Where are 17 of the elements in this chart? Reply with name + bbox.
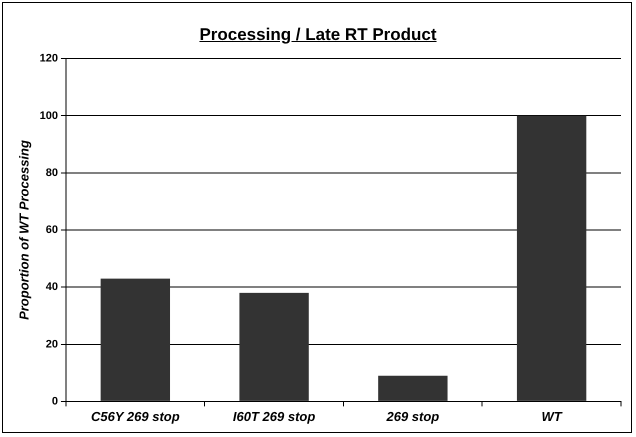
bar <box>516 116 586 401</box>
y-tick-label: 80 <box>46 166 58 179</box>
y-tick-label: 60 <box>46 224 58 236</box>
y-tick-label: 40 <box>46 281 58 294</box>
bar <box>378 376 448 401</box>
y-tick-label: 0 <box>52 395 58 408</box>
x-tick-label: 269 stop <box>385 408 440 424</box>
y-tick-label: 120 <box>40 52 58 65</box>
chart-title: Processing / Late RT Product <box>198 25 438 45</box>
x-tick-label: C56Y 269 stop <box>91 408 180 424</box>
x-tick-label: WT <box>542 408 563 424</box>
bar <box>100 278 170 401</box>
y-axis-title: Proportion of WT Processing <box>16 140 32 320</box>
y-tick-label: 20 <box>46 338 58 350</box>
y-tick-label: 100 <box>40 110 58 122</box>
bar <box>239 292 309 401</box>
x-tick-label: I60T 269 stop <box>232 408 316 424</box>
